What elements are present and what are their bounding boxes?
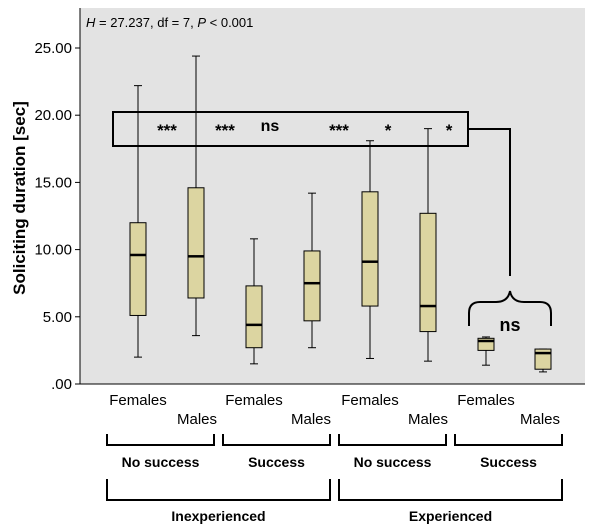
x-tick-label: Males — [177, 411, 217, 428]
group-bracket — [454, 434, 563, 446]
x-tick-label: Males — [291, 411, 331, 428]
box-iqr — [245, 285, 263, 349]
stat-h-symbol: H — [86, 15, 96, 30]
y-tick-label: 10.00 — [34, 242, 72, 259]
y-tick-label: 15.00 — [34, 174, 72, 191]
group-bracket — [338, 479, 563, 501]
x-tick-label: Females — [225, 392, 283, 409]
box-1 — [129, 85, 147, 358]
y-tick-label: 25.00 — [34, 40, 72, 57]
box-2 — [187, 55, 205, 337]
group-labels-level2: Inexperienced Experienced — [106, 479, 563, 524]
x-tick-label: Females — [109, 392, 167, 409]
group-labels-level1: No success Success No success Success — [106, 434, 563, 470]
x-tick-label: Males — [520, 411, 560, 428]
box-iqr — [303, 250, 321, 322]
significance-label: * — [385, 121, 392, 140]
significance-label: *** — [329, 121, 349, 140]
group-bracket — [222, 434, 331, 446]
x-tick-labels: Females Males Females Males Females Males Fema… — [109, 392, 560, 428]
y-tick-label: 20.00 — [34, 107, 72, 124]
group-label: Success — [248, 454, 305, 470]
statistic-annotation: H = 27.237, df = 7, P < 0.001 — [86, 15, 253, 30]
pair-significance-label: ns — [499, 315, 520, 335]
significance-label: * — [446, 121, 453, 140]
significance-connector — [468, 128, 511, 276]
significance-label: ns — [261, 118, 280, 135]
box-4 — [303, 192, 321, 349]
group-bracket — [106, 479, 331, 501]
box-7 — [477, 336, 495, 366]
x-tick-label: Males — [408, 411, 448, 428]
boxes — [129, 55, 552, 373]
significance-label: *** — [157, 121, 177, 140]
stat-p-value: 0.001 — [221, 15, 254, 30]
group-label: No success — [122, 454, 200, 470]
y-axis-label: Soliciting duration [sec] — [10, 101, 29, 295]
pair-brace — [468, 290, 552, 326]
stat-df-value: 7 — [183, 15, 190, 30]
box-6 — [419, 128, 437, 362]
box-8 — [534, 348, 552, 373]
box-5 — [361, 140, 379, 359]
box-iqr — [419, 212, 437, 333]
stat-p-symbol: P — [197, 15, 206, 30]
stat-h-value: 27.237 — [110, 15, 150, 30]
y-tick-label: 5.00 — [43, 309, 72, 326]
box-iqr — [129, 222, 147, 316]
y-tick-label: .00 — [51, 376, 72, 393]
group-label: Experienced — [409, 508, 492, 524]
group-label: Success — [480, 454, 537, 470]
x-tick-label: Females — [457, 392, 515, 409]
group-bracket — [338, 434, 447, 446]
box-3 — [245, 238, 263, 365]
significance-label: *** — [215, 121, 235, 140]
group-label: No success — [354, 454, 432, 470]
x-tick-label: Females — [341, 392, 399, 409]
significance-labels: *** *** ns *** * * — [157, 118, 453, 140]
box-iqr — [361, 191, 379, 307]
box-iqr — [187, 187, 205, 299]
group-bracket — [106, 434, 215, 446]
group-label: Inexperienced — [171, 508, 265, 524]
y-ticks: .00 5.00 10.00 15.00 20.00 25.00 — [34, 40, 80, 393]
plot-area — [80, 8, 585, 384]
